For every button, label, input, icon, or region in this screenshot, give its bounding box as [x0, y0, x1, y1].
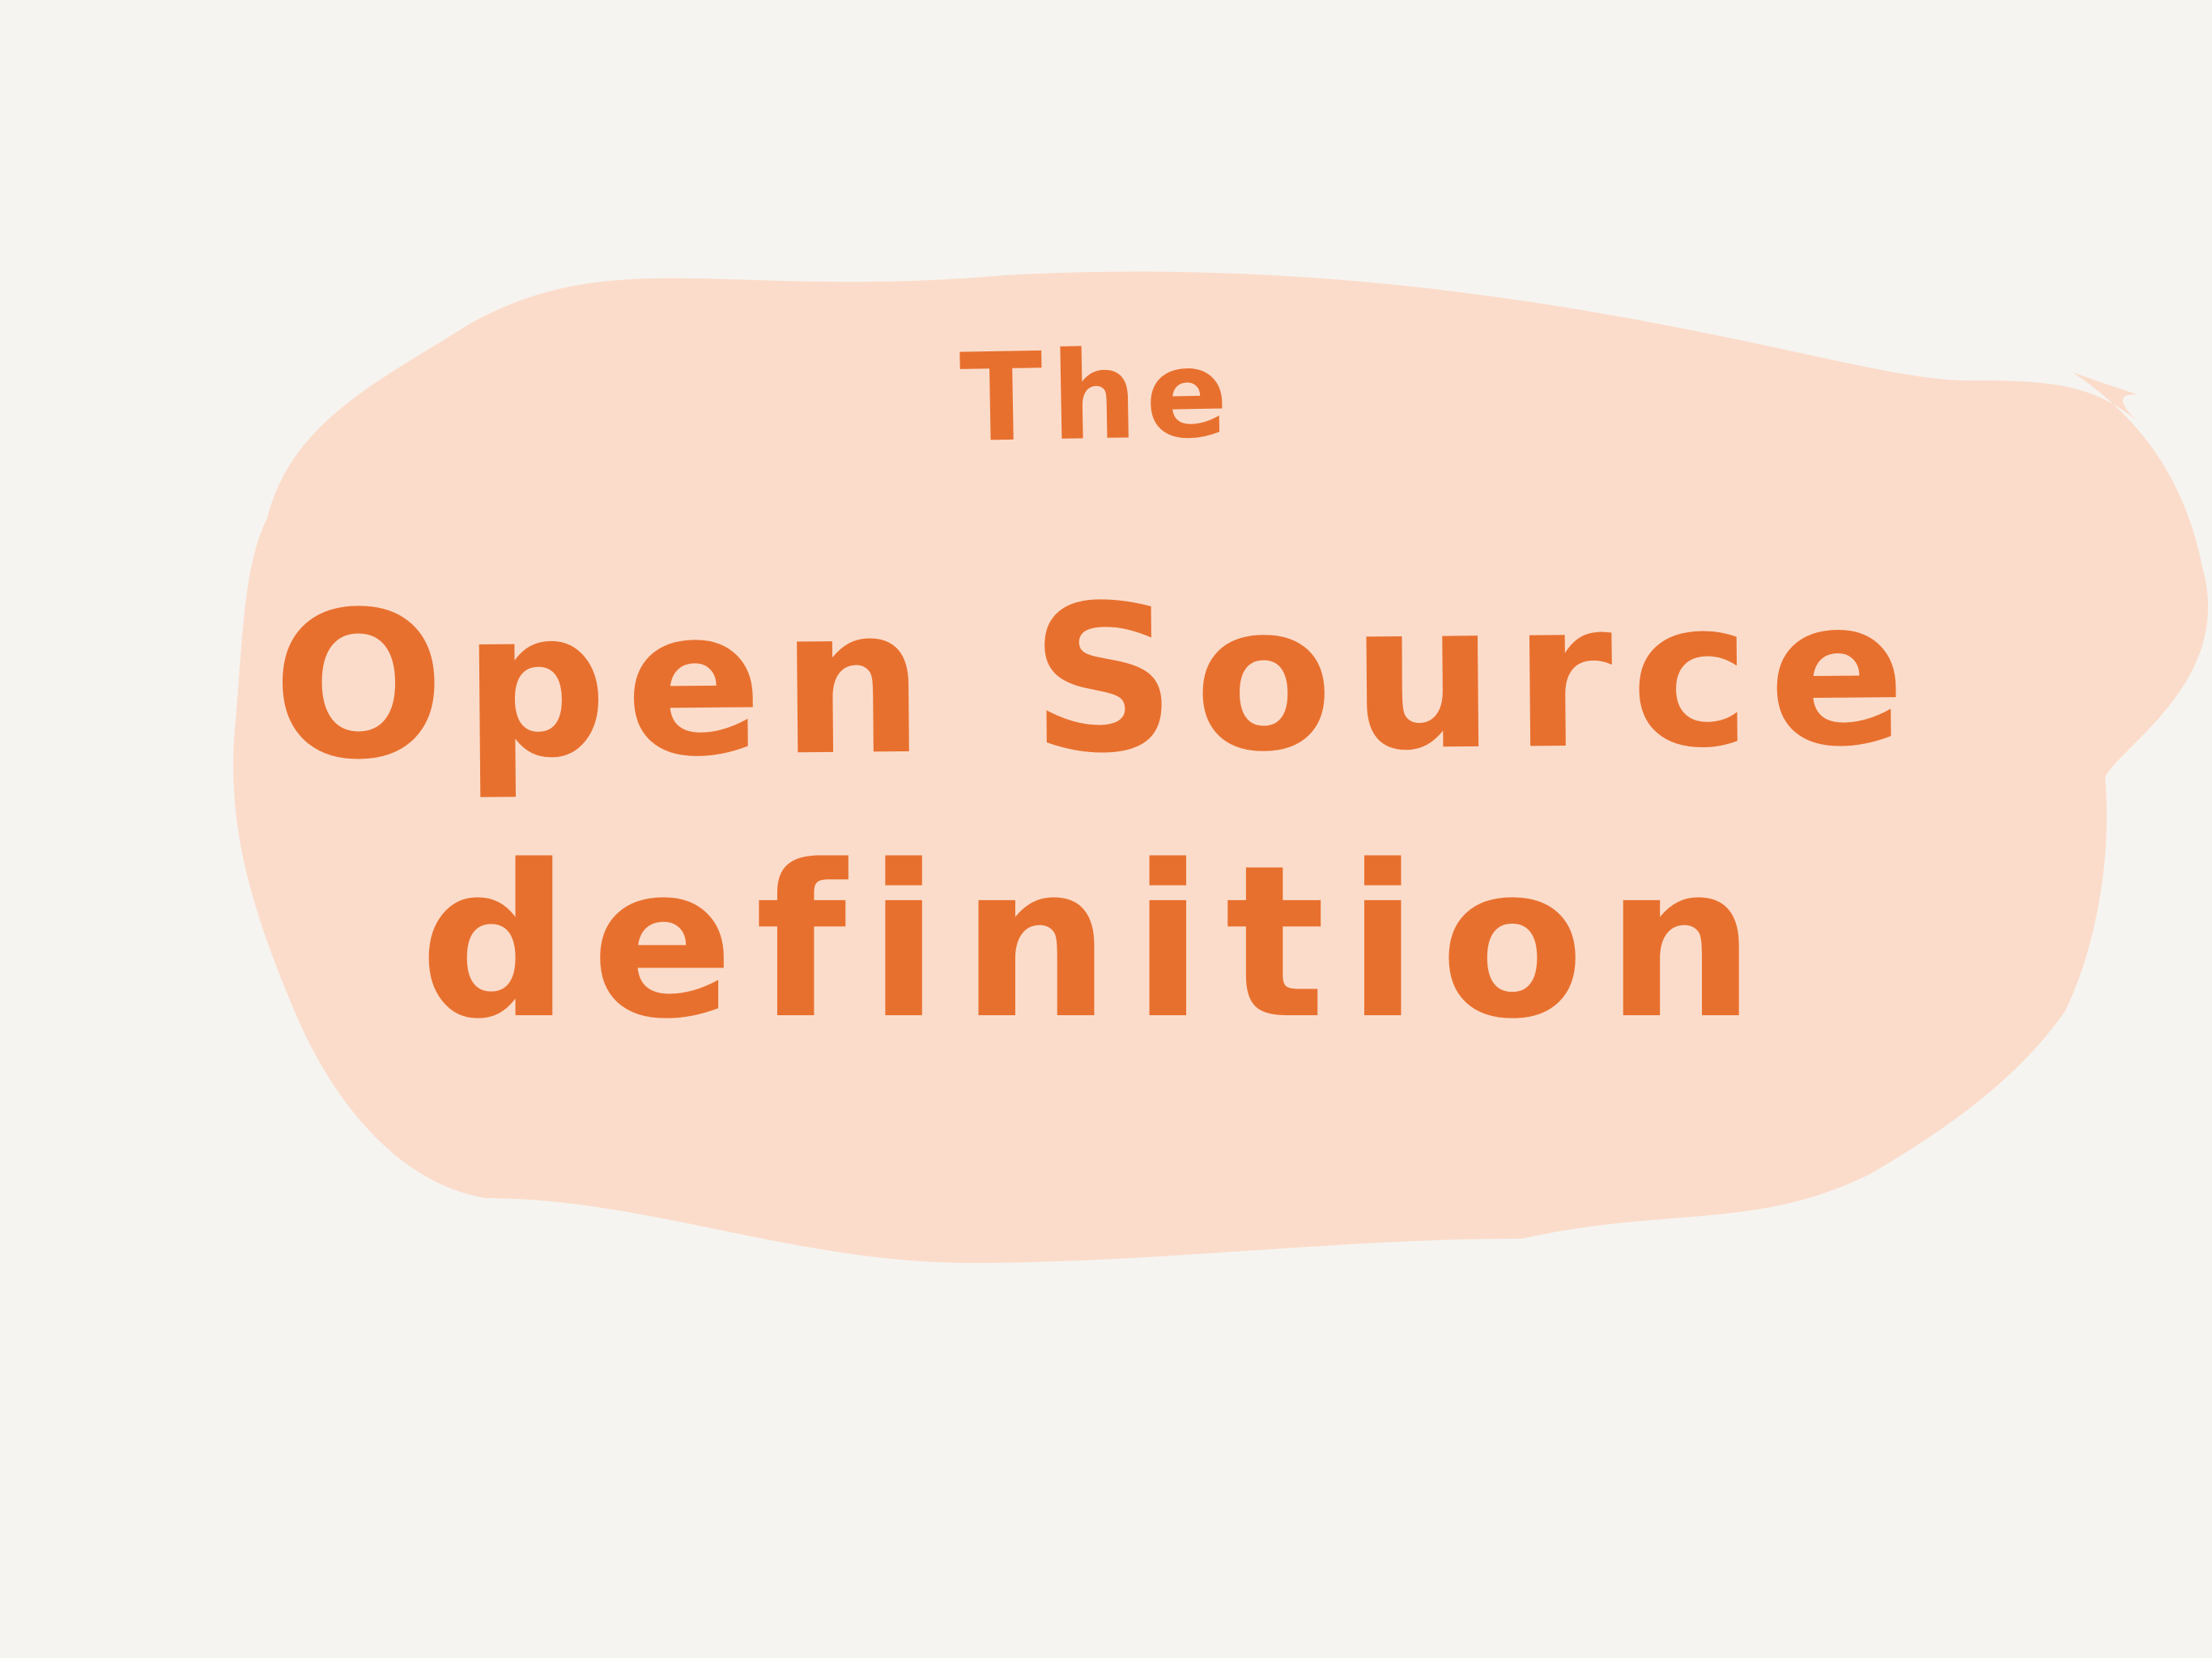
- title-line-the: The: [959, 324, 1237, 470]
- title-line-definition: definition: [419, 821, 1777, 1065]
- blob-shape: [233, 271, 2209, 1264]
- title-line-open-source: Open Source: [271, 555, 1925, 805]
